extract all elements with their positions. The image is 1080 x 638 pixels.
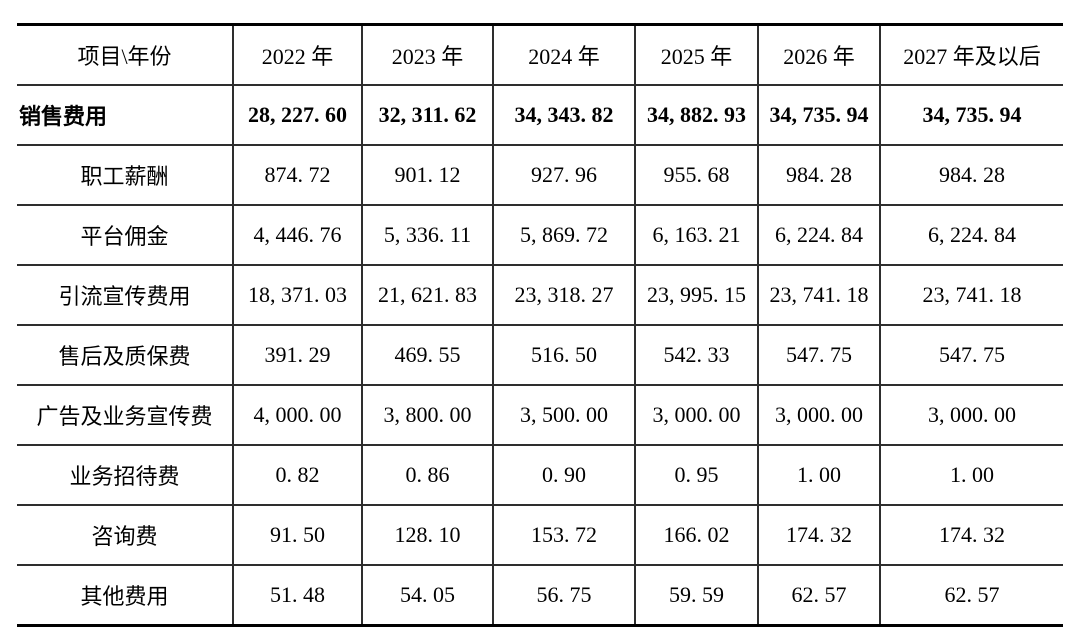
header-cell-2027-and-beyond: 2027 年及以后 xyxy=(879,23,1063,86)
value-cell: 56. 75 xyxy=(492,564,636,627)
value-cell: 3, 000. 00 xyxy=(634,384,759,446)
value-cell: 34, 343. 82 xyxy=(492,84,636,146)
value-cell: 516. 50 xyxy=(492,324,636,386)
value-cell: 23, 318. 27 xyxy=(492,264,636,326)
value-cell: 51. 48 xyxy=(232,564,363,627)
row-label: 业务招待费 xyxy=(17,444,234,506)
value-cell: 0. 86 xyxy=(361,444,494,506)
value-cell: 18, 371. 03 xyxy=(232,264,363,326)
header-cell-2024: 2024 年 xyxy=(492,23,636,86)
row-traffic-promotion-expense: 引流宣传费用 18, 371. 03 21, 621. 83 23, 318. … xyxy=(17,264,1063,326)
row-label: 售后及质保费 xyxy=(17,324,234,386)
value-cell: 984. 28 xyxy=(879,144,1063,206)
value-cell: 174. 32 xyxy=(757,504,881,566)
value-cell: 174. 32 xyxy=(879,504,1063,566)
value-cell: 4, 446. 76 xyxy=(232,204,363,266)
value-cell: 469. 55 xyxy=(361,324,494,386)
row-consulting-fee: 咨询费 91. 50 128. 10 153. 72 166. 02 174. … xyxy=(17,504,1063,566)
value-cell: 542. 33 xyxy=(634,324,759,386)
row-selling-expense-total: 销售费用 28, 227. 60 32, 311. 62 34, 343. 82… xyxy=(17,84,1063,146)
header-cell-2022: 2022 年 xyxy=(232,23,363,86)
value-cell: 927. 96 xyxy=(492,144,636,206)
value-cell: 62. 57 xyxy=(879,564,1063,627)
table-header-row: 项目\年份 2022 年 2023 年 2024 年 2025 年 2026 年… xyxy=(17,23,1063,86)
value-cell: 153. 72 xyxy=(492,504,636,566)
value-cell: 4, 000. 00 xyxy=(232,384,363,446)
row-employee-compensation: 职工薪酬 874. 72 901. 12 927. 96 955. 68 984… xyxy=(17,144,1063,206)
row-label: 咨询费 xyxy=(17,504,234,566)
row-label: 平台佣金 xyxy=(17,204,234,266)
value-cell: 54. 05 xyxy=(361,564,494,627)
value-cell: 34, 882. 93 xyxy=(634,84,759,146)
value-cell: 547. 75 xyxy=(757,324,881,386)
row-other-expenses: 其他费用 51. 48 54. 05 56. 75 59. 59 62. 57 … xyxy=(17,564,1063,627)
row-label: 其他费用 xyxy=(17,564,234,627)
value-cell: 547. 75 xyxy=(879,324,1063,386)
value-cell: 6, 224. 84 xyxy=(757,204,881,266)
row-label: 广告及业务宣传费 xyxy=(17,384,234,446)
value-cell: 955. 68 xyxy=(634,144,759,206)
header-cell-2026: 2026 年 xyxy=(757,23,881,86)
value-cell: 32, 311. 62 xyxy=(361,84,494,146)
value-cell: 28, 227. 60 xyxy=(232,84,363,146)
value-cell: 91. 50 xyxy=(232,504,363,566)
value-cell: 23, 741. 18 xyxy=(757,264,881,326)
row-label: 引流宣传费用 xyxy=(17,264,234,326)
value-cell: 21, 621. 83 xyxy=(361,264,494,326)
header-cell-2023: 2023 年 xyxy=(361,23,494,86)
value-cell: 34, 735. 94 xyxy=(879,84,1063,146)
value-cell: 23, 995. 15 xyxy=(634,264,759,326)
row-platform-commission: 平台佣金 4, 446. 76 5, 336. 11 5, 869. 72 6,… xyxy=(17,204,1063,266)
value-cell: 0. 90 xyxy=(492,444,636,506)
header-cell-project-year: 项目\年份 xyxy=(17,23,234,86)
value-cell: 6, 163. 21 xyxy=(634,204,759,266)
value-cell: 0. 95 xyxy=(634,444,759,506)
value-cell: 62. 57 xyxy=(757,564,881,627)
value-cell: 901. 12 xyxy=(361,144,494,206)
row-aftersales-warranty-expense: 售后及质保费 391. 29 469. 55 516. 50 542. 33 5… xyxy=(17,324,1063,386)
value-cell: 34, 735. 94 xyxy=(757,84,881,146)
value-cell: 1. 00 xyxy=(879,444,1063,506)
value-cell: 23, 741. 18 xyxy=(879,264,1063,326)
value-cell: 3, 800. 00 xyxy=(361,384,494,446)
value-cell: 59. 59 xyxy=(634,564,759,627)
value-cell: 391. 29 xyxy=(232,324,363,386)
value-cell: 5, 336. 11 xyxy=(361,204,494,266)
row-label: 销售费用 xyxy=(17,84,234,146)
header-cell-2025: 2025 年 xyxy=(634,23,759,86)
row-advertising-business-promotion: 广告及业务宣传费 4, 000. 00 3, 800. 00 3, 500. 0… xyxy=(17,384,1063,446)
value-cell: 874. 72 xyxy=(232,144,363,206)
row-business-entertainment-expense: 业务招待费 0. 82 0. 86 0. 90 0. 95 1. 00 1. 0… xyxy=(17,444,1063,506)
value-cell: 1. 00 xyxy=(757,444,881,506)
value-cell: 128. 10 xyxy=(361,504,494,566)
selling-expense-forecast-table: 项目\年份 2022 年 2023 年 2024 年 2025 年 2026 年… xyxy=(17,23,1063,627)
value-cell: 984. 28 xyxy=(757,144,881,206)
value-cell: 3, 500. 00 xyxy=(492,384,636,446)
value-cell: 3, 000. 00 xyxy=(757,384,881,446)
value-cell: 0. 82 xyxy=(232,444,363,506)
value-cell: 166. 02 xyxy=(634,504,759,566)
value-cell: 5, 869. 72 xyxy=(492,204,636,266)
value-cell: 3, 000. 00 xyxy=(879,384,1063,446)
row-label: 职工薪酬 xyxy=(17,144,234,206)
value-cell: 6, 224. 84 xyxy=(879,204,1063,266)
